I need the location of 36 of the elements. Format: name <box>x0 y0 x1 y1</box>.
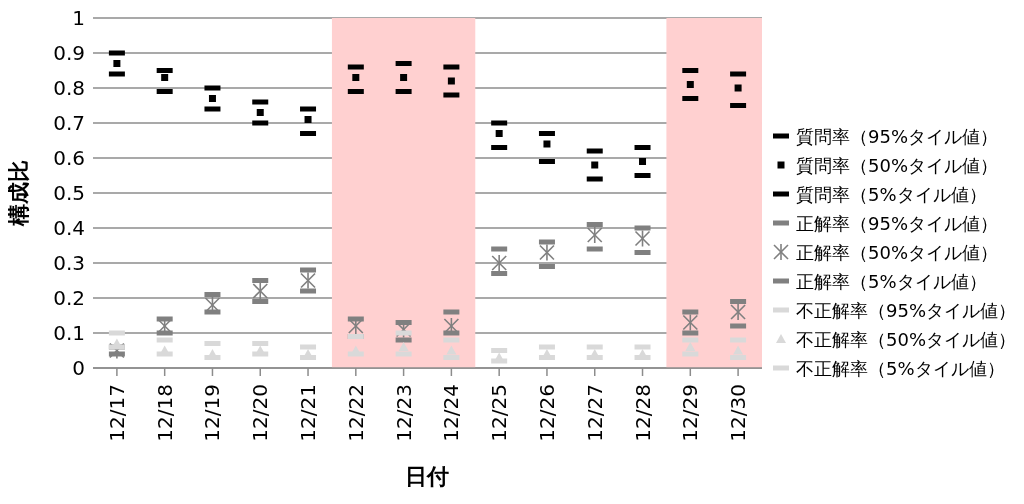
y-tick-label: 0.1 <box>53 321 85 346</box>
x-tick-label: 12/24 <box>439 384 464 442</box>
x-tick-label: 12/20 <box>248 384 273 442</box>
y-tick-label: 0.4 <box>53 216 85 241</box>
x-tick-label: 12/27 <box>582 384 607 442</box>
y-tick-label: 0.6 <box>53 146 85 171</box>
legend-label: 正解率（5%タイル値） <box>795 269 987 294</box>
y-tick-label: 0.8 <box>53 76 85 101</box>
y-tick-label: 1 <box>72 6 85 31</box>
legend-label: 質問率（95%タイル値） <box>795 124 998 149</box>
legend-label: 正解率（95%タイル値） <box>795 211 998 236</box>
x-tick-label: 12/18 <box>152 384 177 442</box>
x-tick-label: 12/23 <box>391 384 416 442</box>
x-tick-label: 12/30 <box>726 384 751 442</box>
legend-label: 質問率（50%タイル値） <box>795 153 998 178</box>
x-tick-label: 12/17 <box>104 384 129 442</box>
x-axis-title: 日付 <box>405 464 450 489</box>
x-tick-label: 12/19 <box>200 384 225 442</box>
y-tick-label: 0.7 <box>53 111 85 136</box>
legend-label: 質問率（5%タイル値） <box>795 182 987 207</box>
y-tick-label: 0.9 <box>53 41 85 66</box>
x-tick-label: 12/26 <box>534 384 559 442</box>
legend-label: 正解率（50%タイル値） <box>795 240 998 265</box>
x-tick-label: 12/25 <box>487 384 512 442</box>
x-tick-label: 12/29 <box>678 384 703 442</box>
legend-label: 不正解率（5%タイル値） <box>795 356 1005 381</box>
x-tick-label: 12/28 <box>630 384 655 442</box>
legend-label: 不正解率（50%タイル値） <box>795 327 1016 352</box>
y-tick-label: 0.3 <box>53 251 85 276</box>
y-tick-label: 0.5 <box>53 181 85 206</box>
x-tick-label: 12/22 <box>343 384 368 442</box>
y-axis-title: 構成比 <box>5 160 31 227</box>
x-tick-label: 12/21 <box>296 384 321 442</box>
legend-label: 不正解率（95%タイル値） <box>795 298 1016 323</box>
y-tick-label: 0 <box>72 356 85 381</box>
y-tick-label: 0.2 <box>53 286 85 311</box>
